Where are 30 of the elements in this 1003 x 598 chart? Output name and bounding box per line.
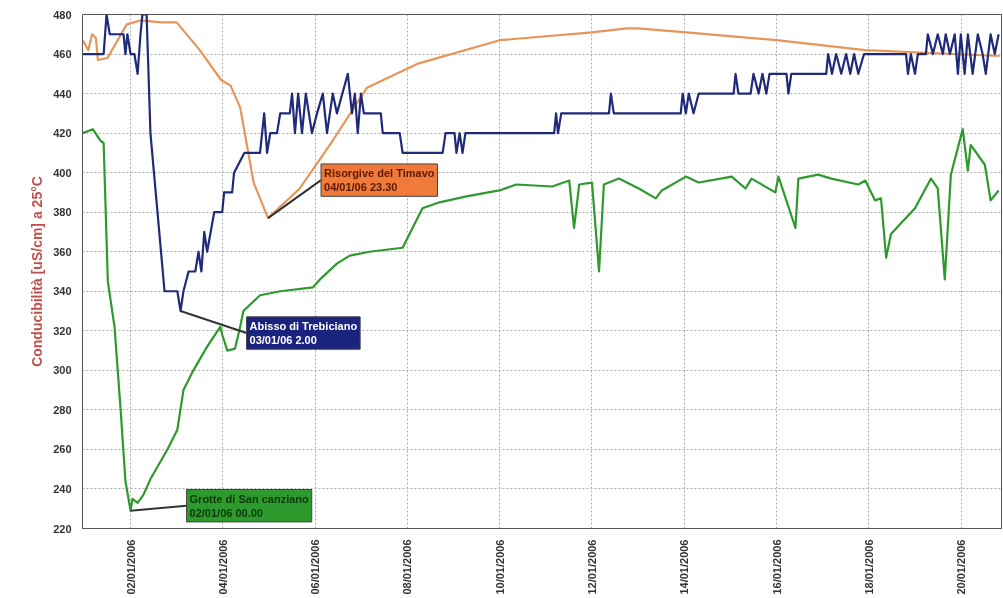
y-tick-label: 280 bbox=[53, 403, 72, 416]
x-tick-label: 12/01/2006 bbox=[585, 539, 598, 595]
y-tick-label: 460 bbox=[53, 48, 72, 61]
x-tick-label: 10/01/2006 bbox=[493, 539, 506, 595]
x-tick-label: 02/01/2006 bbox=[124, 539, 137, 595]
y-tick-label: 300 bbox=[53, 364, 72, 377]
annotation: Risorgive del Timavo 04/01/06 23.30 bbox=[324, 166, 435, 194]
y-tick-label: 440 bbox=[53, 87, 72, 100]
x-tick-label: 06/01/2006 bbox=[309, 539, 322, 595]
y-tick-label: 360 bbox=[53, 245, 72, 258]
y-tick-label: 240 bbox=[53, 482, 72, 495]
y-tick-label: 340 bbox=[53, 285, 72, 298]
annotation: Abisso di Trebiciano 03/01/06 2.00 bbox=[249, 319, 358, 347]
y-tick-label: 220 bbox=[53, 522, 72, 535]
x-tick-label: 14/01/2006 bbox=[678, 539, 691, 595]
y-tick-label: 400 bbox=[53, 166, 72, 179]
y-tick-label: 260 bbox=[53, 443, 72, 456]
x-tick-label: 20/01/2006 bbox=[955, 539, 968, 595]
x-tick-label: 04/01/2006 bbox=[216, 539, 229, 595]
y-tick-label: 420 bbox=[53, 127, 72, 140]
line-series bbox=[82, 14, 1000, 313]
x-tick-label: 16/01/2006 bbox=[770, 539, 783, 595]
x-tick-label: 08/01/2006 bbox=[401, 539, 414, 595]
y-tick-label: 320 bbox=[53, 324, 72, 337]
y-axis-title: Conducibilità [uS/cm] a 25°C bbox=[29, 176, 46, 367]
y-tick-label: 380 bbox=[53, 206, 72, 219]
annotation: Grotte di San canziano 02/01/06 00.00 bbox=[189, 492, 310, 519]
x-tick-label: 18/01/2006 bbox=[862, 539, 875, 595]
y-tick-label: 480 bbox=[53, 8, 72, 21]
line-series bbox=[82, 19, 1001, 220]
